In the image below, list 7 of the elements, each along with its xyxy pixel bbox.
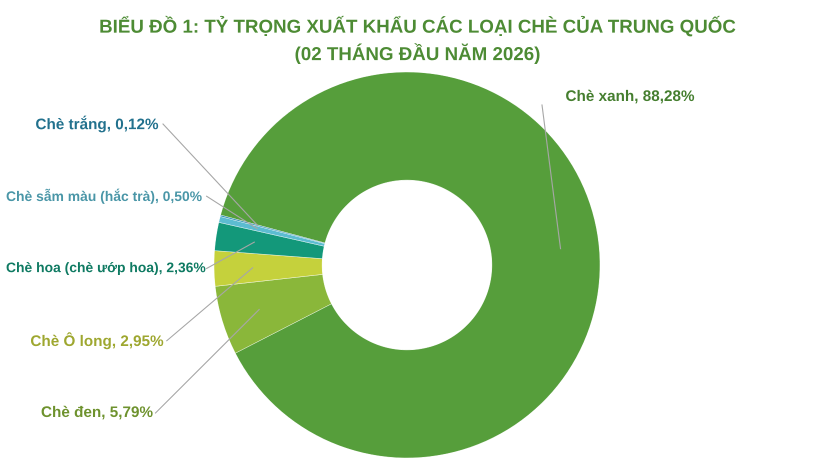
chart-title: BIỂU ĐỒ 1: TỶ TRỌNG XUẤT KHẨU CÁC LOẠI CHÈ CỦA TRUNG QUỐC (02 THÁNG ĐẦU NĂM 2026) — [100, 16, 736, 64]
slice-label: Chè đen, 5,79% — [42, 406, 153, 420]
slice-label: Chè Ô long, 2,95% — [30, 332, 164, 350]
slice-label: Chè hoa (chè ướp hoa), 2,36% — [6, 262, 206, 276]
slice-label: Chè trắng, 0,12% — [36, 116, 158, 132]
slice-label: Chè xanh, 88,28% — [566, 90, 694, 104]
slice-label: Chè sẫm màu (hắc trà), 0,50% — [6, 188, 202, 204]
